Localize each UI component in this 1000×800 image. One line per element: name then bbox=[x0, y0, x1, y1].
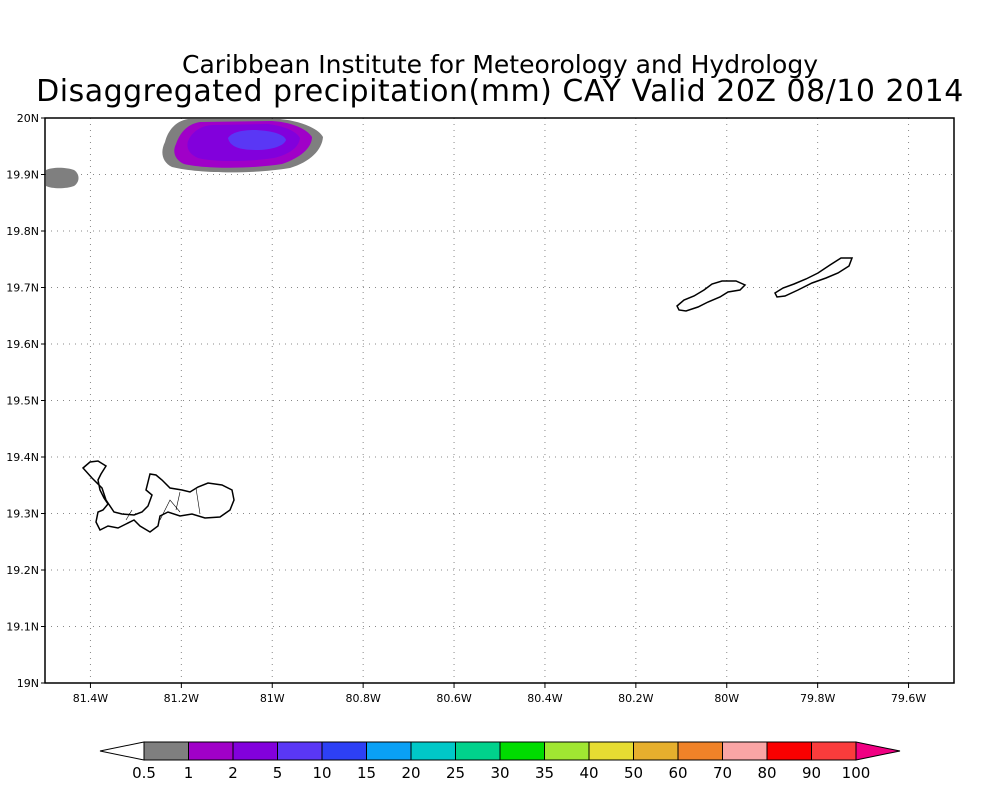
lon-tick-label: 81.2W bbox=[164, 692, 199, 705]
colorbar-box bbox=[633, 741, 679, 761]
lat-tick-label: 19.2N bbox=[6, 564, 39, 577]
colorbar-label: 25 bbox=[446, 764, 465, 782]
colorbar-label: 10 bbox=[312, 764, 331, 782]
colorbar-box bbox=[766, 741, 812, 761]
grand-cayman-island bbox=[81, 460, 235, 533]
precip-violet-core bbox=[228, 130, 286, 150]
lon-tick-label: 79.6W bbox=[891, 692, 926, 705]
colorbar-box bbox=[588, 741, 634, 761]
colorbar-box bbox=[455, 741, 501, 761]
colorbar-label: 90 bbox=[802, 764, 821, 782]
lat-tick-label: 19.9N bbox=[6, 169, 39, 182]
colorbar-box bbox=[143, 741, 189, 761]
lon-tick-label: 80.4W bbox=[527, 692, 562, 705]
colorbar-label: 40 bbox=[579, 764, 598, 782]
colorbar-label: 20 bbox=[401, 764, 420, 782]
chart-title: Caribbean Institute for Meteorology and … bbox=[182, 50, 818, 79]
colorbar-label: 15 bbox=[357, 764, 376, 782]
colorbar-label: 60 bbox=[668, 764, 687, 782]
lat-tick-label: 19N bbox=[17, 677, 39, 690]
lat-tick-label: 19.1N bbox=[6, 621, 39, 634]
colorbar-box bbox=[366, 741, 412, 761]
colorbar-label: 50 bbox=[624, 764, 643, 782]
colorbar-box bbox=[232, 741, 278, 761]
colorbar-label: 35 bbox=[535, 764, 554, 782]
colorbar-label: 5 bbox=[273, 764, 283, 782]
chart-subtitle: Disaggregated precipitation(mm) CAY Vali… bbox=[36, 74, 964, 109]
colorbar-box bbox=[722, 741, 768, 761]
lon-tick-label: 80.2W bbox=[618, 692, 653, 705]
cayman-brac-island bbox=[774, 257, 854, 298]
colorbar-label: 30 bbox=[490, 764, 509, 782]
island-district-lines bbox=[125, 487, 201, 521]
colorbar-box bbox=[188, 741, 234, 761]
lon-tick-label: 80W bbox=[714, 692, 739, 705]
colorbar-box bbox=[321, 741, 367, 761]
colorbar: 0.5 1 2 5 10 15 20 25 30 35 40 50 60 70 80 90 100 bbox=[99, 741, 901, 782]
lat-tick-label: 19.8N bbox=[6, 225, 39, 238]
colorbar-box bbox=[410, 741, 456, 761]
islands bbox=[81, 257, 854, 533]
lon-tick-label: 80.8W bbox=[345, 692, 380, 705]
colorbar-high-arrow bbox=[855, 741, 901, 761]
colorbar-label: 1 bbox=[184, 764, 194, 782]
precipitation-field bbox=[46, 119, 323, 189]
colorbar-box bbox=[544, 741, 590, 761]
colorbar-label: 100 bbox=[842, 764, 871, 782]
colorbar-label: 70 bbox=[713, 764, 732, 782]
colorbar-box bbox=[277, 741, 323, 761]
axis-ticks: 81.4W 81.2W 81W 80.8W 80.6W 80.4W 80.2W 80W 79.8… bbox=[6, 112, 926, 705]
little-cayman-island bbox=[676, 280, 747, 312]
colorbar-box bbox=[677, 741, 723, 761]
lat-tick-label: 19.6N bbox=[6, 338, 39, 351]
lon-tick-label: 79.8W bbox=[800, 692, 835, 705]
lat-tick-label: 20N bbox=[17, 112, 39, 125]
lat-tick-label: 19.4N bbox=[6, 451, 39, 464]
colorbar-label: 80 bbox=[757, 764, 776, 782]
lat-tick-label: 19.5N bbox=[6, 395, 39, 408]
colorbar-box bbox=[811, 741, 857, 761]
colorbar-label: 2 bbox=[228, 764, 238, 782]
colorbar-box bbox=[499, 741, 545, 761]
lat-tick-label: 19.7N bbox=[6, 282, 39, 295]
lon-tick-label: 80.6W bbox=[436, 692, 471, 705]
colorbar-low-arrow bbox=[99, 741, 145, 761]
lon-tick-label: 81W bbox=[260, 692, 285, 705]
precip-gray-west bbox=[46, 167, 79, 189]
lon-tick-label: 81.4W bbox=[73, 692, 108, 705]
colorbar-label: 0.5 bbox=[132, 764, 156, 782]
lat-tick-label: 19.3N bbox=[6, 508, 39, 521]
grid-lines bbox=[45, 118, 954, 683]
